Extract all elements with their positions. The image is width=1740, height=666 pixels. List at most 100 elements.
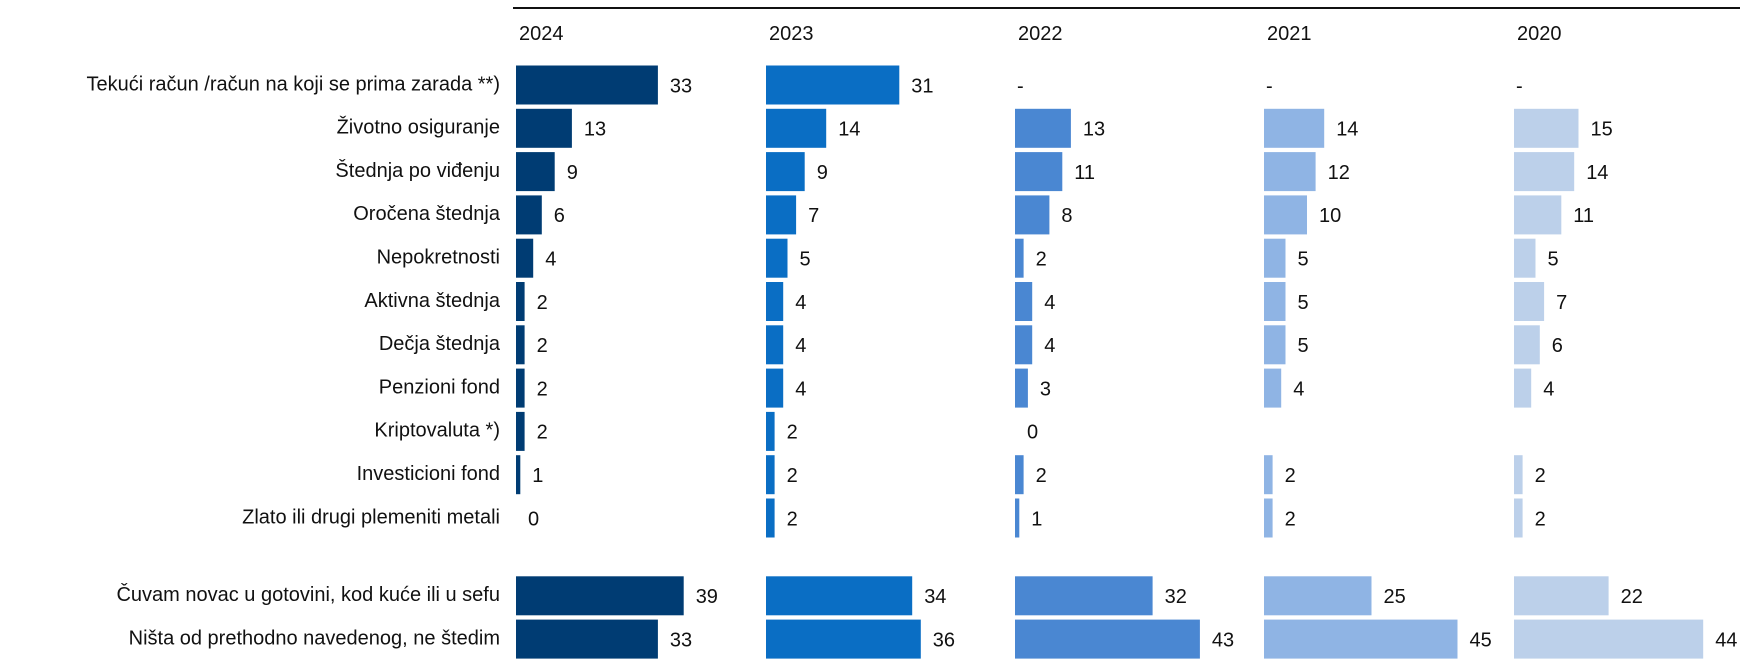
value-label-2020-3: 11 (1573, 205, 1594, 227)
value-label-2020-12: 44 (1715, 629, 1737, 651)
value-labels: 3313964222210393331149754442223436-13118… (528, 75, 1737, 651)
value-label-2020-2: 14 (1586, 162, 1608, 184)
value-label-2023-8: 2 (787, 422, 798, 444)
bar-2024-11 (516, 576, 684, 616)
value-label-2022-8: 0 (1027, 422, 1038, 444)
bar-2023-2 (766, 152, 805, 192)
bar-2021-2 (1264, 152, 1316, 192)
category-label: Tekući račun /račun na koji se prima zar… (86, 73, 500, 95)
value-label-2020-1: 15 (1591, 119, 1613, 141)
value-label-2022-7: 3 (1040, 378, 1051, 400)
value-label-2020-0: - (1516, 75, 1523, 97)
value-label-2023-0: 31 (911, 75, 933, 97)
bar-2023-1 (766, 108, 827, 148)
value-label-2023-9: 2 (787, 465, 798, 487)
bar-2022-11 (1015, 576, 1153, 616)
year-header-2023: 2023 (769, 23, 814, 45)
bar-2021-3 (1264, 195, 1307, 235)
bar-2023-8 (766, 411, 775, 451)
value-label-2023-5: 4 (795, 292, 806, 314)
year-header-2021: 2021 (1267, 23, 1312, 45)
value-label-2020-10: 2 (1535, 508, 1546, 530)
bar-2024-5 (516, 282, 525, 321)
bar-2020-12 (1514, 619, 1704, 659)
bar-2023-9 (766, 455, 775, 495)
bar-2022-7 (1015, 368, 1028, 408)
category-label: Oročena štednja (353, 203, 501, 225)
value-label-2022-2: 11 (1074, 162, 1095, 184)
value-label-2021-9: 2 (1285, 465, 1296, 487)
value-label-2024-10: 0 (528, 508, 539, 530)
category-label: Penzioni fond (379, 376, 500, 398)
bar-2021-5 (1264, 282, 1286, 321)
value-label-2024-7: 2 (537, 378, 548, 400)
value-label-2022-3: 8 (1061, 205, 1072, 227)
value-label-2021-2: 12 (1328, 162, 1350, 184)
category-label: Štednja po viđenju (335, 159, 500, 182)
bar-2023-6 (766, 325, 784, 365)
value-label-2023-4: 5 (800, 248, 811, 270)
year-header-2020: 2020 (1517, 23, 1562, 45)
bar-2023-7 (766, 368, 784, 408)
value-label-2023-12: 36 (933, 629, 955, 651)
category-label: Nepokretnosti (377, 246, 500, 268)
bar-2023-5 (766, 282, 784, 321)
value-label-2024-9: 1 (532, 465, 543, 487)
bar-2022-9 (1015, 455, 1024, 495)
bar-2023-12 (766, 619, 921, 659)
category-label: Zlato ili drugi plemeniti metali (242, 506, 500, 528)
value-label-2023-10: 2 (787, 508, 798, 530)
value-label-2023-1: 14 (838, 119, 860, 141)
bars (516, 65, 1704, 659)
bar-2020-9 (1514, 455, 1523, 495)
value-label-2020-7: 4 (1543, 378, 1554, 400)
bar-2020-10 (1514, 498, 1523, 538)
bar-2024-4 (516, 238, 534, 278)
bar-2021-9 (1264, 455, 1273, 495)
value-label-2023-3: 7 (808, 205, 819, 227)
bar-2023-10 (766, 498, 775, 538)
value-label-2024-0: 33 (670, 75, 692, 97)
bar-2022-12 (1015, 619, 1200, 659)
bar-2024-12 (516, 619, 658, 659)
bar-2021-1 (1264, 108, 1325, 148)
value-label-2021-1: 14 (1336, 119, 1358, 141)
bar-2022-3 (1015, 195, 1050, 235)
bar-2022-2 (1015, 152, 1063, 192)
value-label-2024-2: 9 (567, 162, 578, 184)
year-header-2022: 2022 (1018, 23, 1063, 45)
value-label-2022-5: 4 (1044, 292, 1055, 314)
value-label-2022-10: 1 (1031, 508, 1042, 530)
bar-2021-6 (1264, 325, 1286, 365)
value-label-2023-2: 9 (817, 162, 828, 184)
value-label-2024-4: 4 (545, 248, 556, 270)
value-label-2022-6: 4 (1044, 335, 1055, 357)
bar-2020-5 (1514, 282, 1545, 321)
value-label-2022-12: 43 (1212, 629, 1234, 651)
value-label-2024-12: 33 (670, 629, 692, 651)
value-label-2021-7: 4 (1293, 378, 1304, 400)
bar-2024-6 (516, 325, 525, 365)
value-label-2022-0: - (1017, 75, 1024, 97)
category-label: Čuvam novac u gotovini, kod kuće ili u s… (116, 583, 500, 606)
year-header-2024: 2024 (519, 23, 564, 45)
category-label: Kriptovaluta *) (374, 420, 500, 442)
value-label-2021-12: 45 (1470, 629, 1492, 651)
bar-2021-7 (1264, 368, 1282, 408)
value-label-2024-5: 2 (537, 292, 548, 314)
value-label-2021-6: 5 (1298, 335, 1309, 357)
bar-2023-3 (766, 195, 797, 235)
bar-2023-4 (766, 238, 788, 278)
bar-2022-1 (1015, 108, 1071, 148)
value-label-2021-0: - (1266, 75, 1273, 97)
value-label-2024-6: 2 (537, 335, 548, 357)
bar-2020-6 (1514, 325, 1540, 365)
value-label-2022-11: 32 (1165, 586, 1187, 608)
bar-2021-10 (1264, 498, 1273, 538)
bar-2020-1 (1514, 108, 1579, 148)
value-label-2022-1: 13 (1083, 119, 1105, 141)
value-label-2021-3: 10 (1319, 205, 1341, 227)
value-label-2020-9: 2 (1535, 465, 1546, 487)
value-label-2024-1: 13 (584, 119, 606, 141)
